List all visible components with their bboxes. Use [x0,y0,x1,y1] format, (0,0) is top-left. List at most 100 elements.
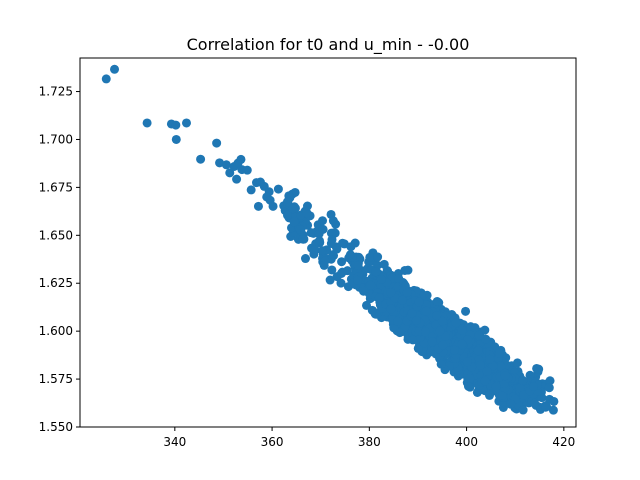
y-tick-label: 1.700 [39,132,73,146]
data-point [373,252,383,262]
data-point [328,216,338,226]
data-point [326,228,336,238]
data-point [386,288,396,298]
data-point [142,118,152,128]
data-point [529,381,539,391]
data-point [353,261,363,271]
data-point [395,328,405,338]
data-point [408,335,418,345]
data-point [371,267,381,277]
data-point [327,265,337,275]
data-point [450,345,460,355]
data-point [268,201,278,211]
data-point [336,278,346,288]
data-point [110,64,120,74]
y-tick-label: 1.550 [39,420,73,434]
data-point [462,357,472,367]
data-point [374,293,384,303]
data-point [171,120,181,130]
data-point [485,390,495,400]
y-tick-label: 1.675 [39,180,73,194]
data-point [345,250,355,260]
data-point [411,315,421,325]
data-point [332,244,342,254]
data-point [282,197,292,207]
data-point [215,158,225,168]
y-tick-label: 1.625 [39,276,73,290]
data-point [545,376,555,386]
data-point [101,74,111,84]
data-point [337,257,347,267]
data-point [181,118,191,128]
data-point [318,216,328,226]
data-point [246,185,256,195]
data-point [273,184,283,194]
data-point [319,260,329,270]
chart-title: Correlation for t0 and u_min - -0.00 [187,35,470,55]
data-point [353,275,363,285]
data-point [515,383,525,393]
x-tick-label: 340 [163,435,186,449]
data-point [288,204,298,214]
y-tick-label: 1.650 [39,228,73,242]
data-point [414,297,424,307]
data-point [400,265,410,275]
data-point [233,158,243,168]
data-point [402,287,412,297]
data-point [500,371,510,381]
data-point [541,402,551,412]
data-point [196,154,206,164]
data-point [232,174,242,184]
data-point [480,376,490,386]
data-point [457,339,467,349]
data-point [289,217,299,227]
data-point [435,326,445,336]
data-point [397,295,407,305]
data-point [379,259,389,269]
data-point [327,235,337,245]
data-point [212,138,222,148]
x-tick-label: 360 [261,435,284,449]
data-point [300,254,310,264]
data-point [366,280,376,290]
data-point [302,201,312,211]
plot-frame [79,57,577,428]
data-point [225,168,235,178]
data-point [518,376,528,386]
data-point [494,348,504,358]
data-point [549,396,559,406]
data-point [436,359,446,369]
data-point [317,246,327,256]
data-point [389,323,399,333]
data-point [438,340,448,350]
data-point [491,382,501,392]
data-point [506,399,516,409]
data-point [413,343,423,353]
data-point [359,286,369,296]
data-point [437,316,447,326]
data-point [346,242,356,252]
data-point [432,296,442,306]
data-point [512,358,522,368]
x-tick-label: 380 [358,435,381,449]
data-point [367,305,377,315]
y-tick-label: 1.575 [39,372,73,386]
data-point [465,373,475,383]
data-point [295,225,305,235]
data-point [457,325,467,335]
data-point [421,306,431,316]
data-point [310,245,320,255]
data-point [171,134,181,144]
data-point [518,405,528,415]
data-point [463,381,473,391]
data-point [548,405,558,415]
data-point [242,165,252,175]
data-point [253,201,263,211]
data-point [314,236,324,246]
data-point [537,393,547,403]
data-point [427,337,437,347]
data-point [530,398,540,408]
axis-ticks: 340 360 380 400 420 1.550 1.575 1.600 1.625 1.650… [39,85,576,449]
data-point [461,306,471,316]
